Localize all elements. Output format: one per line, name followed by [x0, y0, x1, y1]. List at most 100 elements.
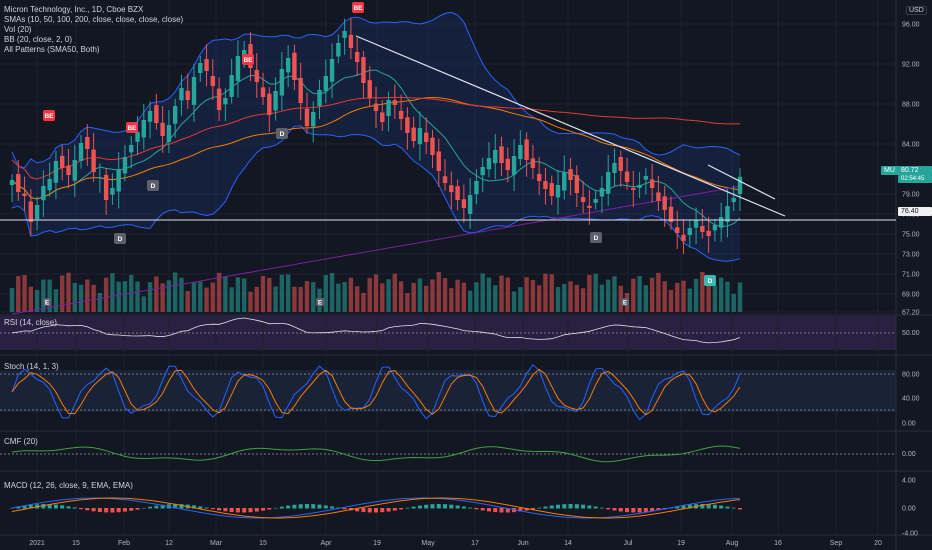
- volume-bar: [122, 281, 128, 312]
- macd-histogram-bar: [449, 504, 454, 509]
- macd-histogram-bar: [399, 508, 404, 510]
- price-label-1: 92.00: [902, 62, 920, 69]
- volume-bar: [424, 285, 429, 312]
- candle-body: [198, 63, 203, 73]
- volume-bar: [643, 285, 649, 312]
- volume-bar: [34, 290, 40, 312]
- candle-body: [662, 196, 667, 210]
- macd-histogram-bar: [543, 506, 548, 509]
- volume-bar: [292, 286, 297, 312]
- candle-body: [210, 76, 216, 86]
- macd-histogram-bar: [524, 508, 529, 511]
- volume-bar: [568, 281, 573, 312]
- price-label-0: 96.00: [902, 22, 920, 29]
- candle-body: [518, 145, 523, 160]
- symbol-title[interactable]: Micron Technology, Inc., 1D, Cboe BZX: [4, 5, 144, 14]
- candle-body: [85, 137, 90, 149]
- volume-bar: [166, 280, 172, 312]
- cmf-label[interactable]: CMF (20): [4, 437, 38, 446]
- volume-bar: [574, 284, 580, 312]
- volume-bar: [436, 272, 441, 312]
- volume-bar: [530, 280, 536, 312]
- earnings-marker: [316, 298, 324, 306]
- candle-body: [110, 188, 115, 195]
- earnings-marker: [621, 298, 629, 306]
- candle-body: [47, 179, 52, 191]
- volume-bar: [210, 282, 216, 312]
- countdown-tag: 02:54:45: [898, 175, 932, 183]
- macd-histogram-bar: [725, 506, 730, 509]
- volume-bar: [361, 292, 366, 312]
- macd-histogram-bar: [248, 508, 253, 513]
- volume-bar: [505, 277, 510, 312]
- macd-histogram-bar: [455, 505, 460, 509]
- macd-axis-label: 4.00: [902, 478, 916, 485]
- volume-bars: [9, 272, 743, 312]
- pattern-marker: [126, 122, 138, 133]
- volume-bar: [430, 279, 435, 312]
- candle-body: [97, 177, 103, 178]
- candle-body: [166, 125, 172, 142]
- pattern-markers[interactable]: BE BE BE BE D D D D D E E E: [43, 2, 716, 307]
- macd-histogram-bar: [380, 508, 385, 513]
- macd-histogram-bar: [738, 508, 742, 510]
- volume-bar: [712, 285, 718, 312]
- volume-bar: [417, 278, 423, 312]
- legend-bb[interactable]: BB (20, close, 2, 0): [4, 35, 73, 44]
- candle-body: [367, 80, 372, 98]
- candle-body: [681, 234, 686, 241]
- candle-body: [411, 127, 416, 141]
- currency-badge[interactable]: USD: [906, 6, 927, 15]
- volume-bar: [480, 273, 485, 312]
- macd-signal-line: [11, 497, 741, 519]
- candle-body: [9, 180, 15, 185]
- candle-body: [687, 228, 692, 236]
- volume-bar: [229, 287, 234, 312]
- macd-histogram-bar: [317, 504, 322, 509]
- candle-body: [530, 158, 536, 168]
- volume-bar: [725, 281, 730, 312]
- macd-histogram-bar: [643, 508, 648, 513]
- volume-bar: [342, 282, 347, 312]
- candle-body: [649, 179, 655, 188]
- candle-body: [706, 230, 711, 236]
- legend-patterns[interactable]: All Patterns (SMA50, Both): [4, 45, 100, 54]
- candle-body: [593, 199, 598, 203]
- last-price-tag: 80.72: [898, 166, 932, 175]
- rsi-label[interactable]: RSI (14, close): [4, 318, 57, 327]
- candle-body: [267, 93, 272, 115]
- volume-bar: [304, 280, 310, 312]
- macd-histogram-bar: [568, 504, 573, 509]
- sma10-line: [11, 69, 741, 227]
- volume-bar: [606, 279, 611, 312]
- candle-body: [474, 181, 479, 195]
- volume-bar: [562, 284, 567, 312]
- macd-histogram-bar: [242, 508, 247, 513]
- stoch-label[interactable]: Stoch (14, 1, 3): [4, 362, 59, 371]
- macd-histogram-bar: [47, 504, 52, 509]
- candle-body: [424, 132, 429, 142]
- candle-body: [499, 146, 504, 163]
- pattern-marker: [704, 275, 716, 286]
- macd-histogram-bar: [392, 508, 397, 511]
- volume-bar: [668, 289, 674, 312]
- legend-smas[interactable]: SMAs (10, 50, 100, 200, close, close, cl…: [4, 15, 184, 24]
- macd-label[interactable]: MACD (12, 26, close, 9, EMA, EMA): [4, 481, 133, 490]
- volume-bar: [373, 274, 379, 312]
- date-axis[interactable]: 2021 15 Feb 12 Mar 15 Apr 19 May 17 Jun 14 Jul 19 Aug 1…: [29, 540, 882, 547]
- volume-bar: [298, 286, 303, 312]
- macd-histogram-bar: [210, 508, 215, 510]
- volume-bar: [110, 273, 115, 312]
- pattern-marker: [43, 110, 55, 121]
- macd-histogram-bar: [28, 504, 33, 509]
- candle-body: [191, 77, 197, 105]
- candle-body: [543, 181, 548, 189]
- macd-histogram-bar: [72, 507, 77, 509]
- trendlines[interactable]: [0, 35, 896, 221]
- pattern-marker-label: D: [151, 183, 156, 190]
- candle-body: [624, 171, 630, 182]
- volume-bar: [693, 278, 699, 312]
- volume-bar: [580, 288, 586, 312]
- legend-vol[interactable]: Vol (20): [4, 25, 32, 34]
